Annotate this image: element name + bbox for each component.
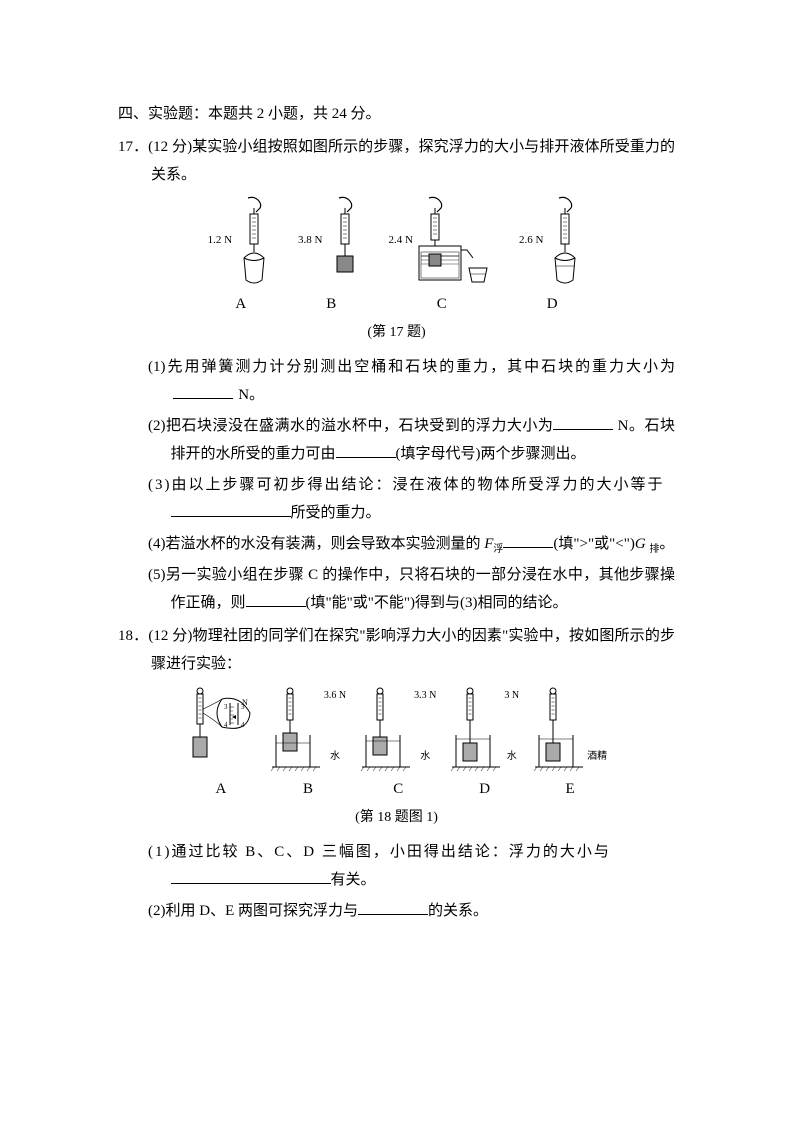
fig-label-b: B	[326, 290, 336, 319]
sub: 浮	[493, 544, 503, 555]
reading: 3.6 N	[324, 686, 346, 705]
q18-s1: (1)通过比较 B、C、D 三幅图，小田得出结论：浮力的大小与 有关。	[148, 838, 675, 895]
fig-label: E	[566, 775, 575, 804]
fig-label-a: A	[235, 290, 246, 319]
apparatus-18b-icon	[270, 685, 322, 775]
text: (填字母代号)两个步骤测出。	[396, 446, 586, 462]
fig-label-d: D	[547, 290, 558, 319]
text: N。	[238, 387, 264, 403]
q17-head: 17．(12 分)某实验小组按照如图所示的步骤，探究浮力的大小与排开液体所受重力…	[118, 133, 675, 190]
q18-s2: (2)利用 D、E 两图可探究浮力与 的关系。	[148, 897, 675, 926]
text: (填">"或"<")	[553, 536, 634, 552]
text: 的关系。	[428, 903, 488, 919]
text: (2)利用 D、E 两图可探究浮力与	[148, 903, 358, 919]
q17-fig-a: 1.2 N	[208, 196, 274, 319]
q18-caption: (第 18 题图 1)	[118, 805, 675, 832]
svg-text:4: 4	[224, 721, 228, 729]
liquid-label: 水	[324, 747, 346, 766]
apparatus-b-icon	[325, 196, 365, 286]
apparatus-c-icon	[415, 196, 495, 286]
reading-c: 2.4 N	[389, 230, 413, 251]
liquid-label: 水	[414, 747, 436, 766]
q17-caption: (第 17 题)	[118, 320, 675, 347]
svg-text:4: 4	[241, 721, 245, 729]
blank[interactable]	[173, 383, 233, 399]
blank[interactable]	[358, 899, 428, 915]
reading: 3.3 N	[414, 686, 436, 705]
q18-head: 18．(12 分)物理社团的同学们在探究"影响浮力大小的因素"实验中，按如图所示…	[118, 622, 675, 679]
text: (4)若溢水杯的水没有装满，则会导致本实验测量的	[148, 536, 481, 552]
q17-figure: 1.2 N	[118, 196, 675, 347]
q17-s2: (2)把石块浸没在盛满水的溢水杯中，石块受到的浮力大小为 N。石块排开的水所受的…	[148, 412, 675, 469]
text: 所受的重力。	[291, 505, 381, 521]
fig-label: C	[393, 775, 403, 804]
section-heading: 四、实验题：本题共 2 小题，共 24 分。	[118, 100, 675, 129]
blank[interactable]	[171, 501, 291, 517]
blank[interactable]	[246, 591, 306, 607]
q17-fig-b: 3.8 N B	[298, 196, 364, 319]
text: (1)通过比较 B、C、D 三幅图，小田得出结论：浮力的大小与	[148, 844, 611, 860]
reading-d: 2.6 N	[519, 230, 543, 251]
text: (3)由以上步骤可初步得出结论：浸在液体的物体所受浮力的大小等于	[148, 477, 665, 493]
apparatus-18d-icon	[450, 685, 502, 775]
blank[interactable]	[171, 868, 331, 884]
text: 。	[659, 536, 674, 552]
text: (1)先用弹簧测力计分别测出空桶和石块的重力，其中石块的重力大小为	[148, 359, 675, 375]
reading-b: 3.8 N	[298, 230, 322, 251]
sub: 排	[649, 544, 659, 555]
q17-fig-d: 2.6 N	[519, 196, 585, 319]
text: (2)把石块浸没在盛满水的溢水杯中，石块受到的浮力大小为	[148, 418, 553, 434]
q18-body: (1)通过比较 B、C、D 三幅图，小田得出结论：浮力的大小与 有关。 (2)利…	[118, 838, 675, 926]
q18-fig-a: N 3 4 3 4 A	[186, 685, 256, 804]
text: 有关。	[331, 872, 376, 888]
liquid-label: 水	[504, 747, 519, 766]
fig-label: D	[479, 775, 490, 804]
apparatus-a-icon	[234, 196, 274, 286]
fig-label: B	[303, 775, 313, 804]
q17-s5: (5)另一实验小组在步骤 C 的操作中，只将石块的一部分浸在水中，其他步骤操作正…	[148, 561, 675, 618]
q18-fig-c: 3.3 N 水 C	[360, 685, 436, 804]
q17-body: (1)先用弹簧测力计分别测出空桶和石块的重力，其中石块的重力大小为 N。 (2)…	[118, 353, 675, 618]
fig-label: A	[215, 775, 226, 804]
q18-fig-e: 酒精 E	[533, 685, 607, 804]
apparatus-d-icon	[545, 196, 585, 286]
reading-a: 1.2 N	[208, 230, 232, 251]
q18-fig-b: 3.6 N 水 B	[270, 685, 346, 804]
svg-text:3: 3	[241, 703, 245, 711]
blank[interactable]	[336, 442, 396, 458]
liquid-label: 酒精	[587, 747, 607, 766]
svg-text:3: 3	[224, 703, 228, 711]
apparatus-18e-icon	[533, 685, 585, 775]
q17-s4: (4)若溢水杯的水没有装满，则会导致本实验测量的 F浮(填">"或"<")G 排…	[148, 530, 675, 559]
fig-label-c: C	[437, 290, 447, 319]
page: 四、实验题：本题共 2 小题，共 24 分。 17．(12 分)某实验小组按照如…	[0, 0, 793, 1122]
apparatus-18a-icon: N 3 4 3 4	[186, 685, 256, 775]
q17-fig-c: 2.4 N	[389, 196, 495, 319]
apparatus-18c-icon	[360, 685, 412, 775]
reading: 3 N	[504, 686, 519, 705]
q17-s1: (1)先用弹簧测力计分别测出空桶和石块的重力，其中石块的重力大小为 N。	[148, 353, 675, 410]
var-g: G	[635, 536, 646, 552]
blank[interactable]	[553, 414, 613, 430]
blank[interactable]	[503, 532, 553, 548]
q17-s3: (3)由以上步骤可初步得出结论：浸在液体的物体所受浮力的大小等于 所受的重力。	[148, 471, 675, 528]
q18-figure: N 3 4 3 4 A	[118, 685, 675, 832]
q18-fig-d: 3 N 水 D	[450, 685, 519, 804]
text: (填"能"或"不能")得到与(3)相同的结论。	[306, 595, 568, 611]
